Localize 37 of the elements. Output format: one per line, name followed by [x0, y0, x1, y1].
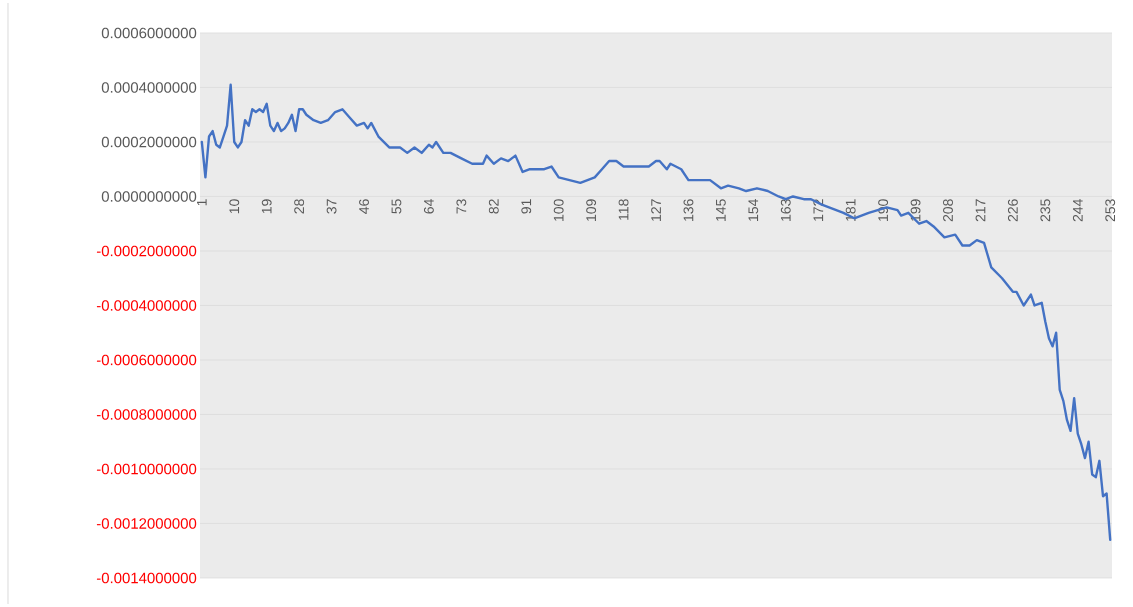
y-tick-label: 0.0006000000: [101, 27, 197, 39]
x-tick-label: 253: [1105, 199, 1116, 222]
y-tick-label: 0.0002000000: [101, 136, 197, 148]
x-tick-label: 127: [651, 199, 661, 221]
x-tick-label: 109: [586, 199, 597, 221]
y-tick-label: -0.0010000000: [96, 463, 197, 475]
x-tick-label: 217: [975, 199, 986, 222]
y-tick-label: -0.0014000000: [96, 572, 197, 584]
x-tick-label: 55: [391, 199, 402, 214]
x-tick-label: 244: [1072, 199, 1083, 222]
x-tick-label: 73: [456, 199, 467, 214]
x-tick-label: 208: [943, 199, 953, 222]
x-tick-label: 235: [1040, 199, 1051, 222]
x-tick-label: 82: [488, 199, 499, 214]
x-tick-label: 154: [748, 199, 759, 221]
x-tick-label: 64: [423, 199, 434, 214]
x-tick-label: 28: [294, 199, 305, 214]
x-tick-label: 118: [618, 199, 629, 220]
x-tick-label: 226: [1007, 199, 1018, 222]
y-tick-label: -0.0008000000: [96, 409, 197, 420]
y-tick-label: 0.0004000000: [101, 82, 197, 93]
y-tick-label: -0.0012000000: [96, 518, 197, 529]
x-tick-label: 10: [229, 199, 240, 214]
x-tick-label: 91: [521, 199, 532, 214]
x-tick-label: 37: [326, 199, 337, 214]
y-tick-label: -0.0004000000: [96, 300, 197, 311]
x-tick-label: 46: [359, 199, 369, 214]
x-tick-label: 199: [910, 199, 921, 221]
x-tick-label: 100: [553, 199, 564, 221]
y-tick-label: -0.0006000000: [96, 354, 197, 366]
x-tick-label: 19: [261, 199, 272, 214]
x-tick-label: 1: [197, 199, 207, 206]
x-tick-label: 163: [780, 199, 791, 221]
y-tick-label: 0.0000000000: [101, 191, 197, 202]
x-tick-label: 136: [683, 199, 694, 221]
y-tick-label: -0.0002000000: [96, 245, 197, 257]
x-tick-label: 145: [716, 199, 726, 221]
